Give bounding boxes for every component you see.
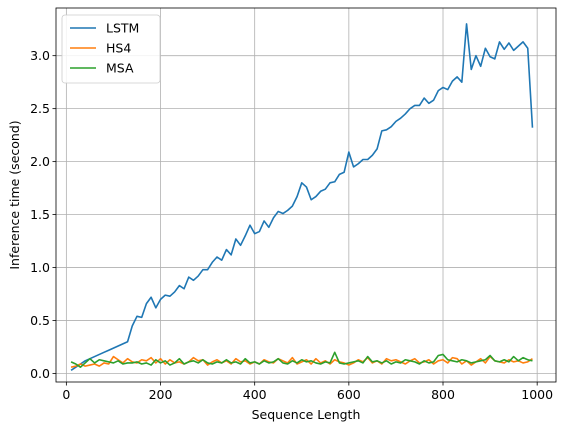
x-axis-label: Sequence Length: [252, 407, 361, 422]
series-line-msa: [70, 351, 533, 368]
y-axis-label: Inference time (second): [7, 120, 22, 269]
legend-label: MSA: [106, 61, 134, 76]
legend-box: [61, 14, 161, 84]
x-tick-label: 0: [62, 387, 70, 402]
series-layer: [70, 23, 534, 372]
plot-frame: [55, 7, 557, 383]
y-tick-label: 2.0: [30, 154, 50, 169]
x-tick-label: 1000: [521, 387, 553, 402]
y-tick-label: 1.0: [30, 260, 50, 275]
series-line-hs4: [70, 355, 533, 368]
x-tick-label: 200: [149, 387, 173, 402]
y-tick-label: 0.0: [30, 366, 50, 381]
x-tick-label: 400: [243, 387, 267, 402]
y-tick-label: 3.0: [30, 48, 50, 63]
x-tick-label: 600: [337, 387, 361, 402]
legend-label: LSTM: [106, 21, 139, 36]
axis-ticks: 0 200 400 600 800 1000 0.0 0.5 1.0 1.5 2.0 2.5 3.0: [30, 48, 553, 402]
y-tick-label: 1.5: [30, 207, 50, 222]
legend: LSTM HS4 MSA: [61, 14, 161, 84]
x-tick-label: 800: [431, 387, 455, 402]
y-tick-label: 2.5: [30, 101, 50, 116]
grid: [56, 8, 556, 382]
legend-label: HS4: [106, 41, 131, 56]
series-line-lstm: [70, 23, 534, 372]
y-tick-label: 0.5: [30, 313, 50, 328]
